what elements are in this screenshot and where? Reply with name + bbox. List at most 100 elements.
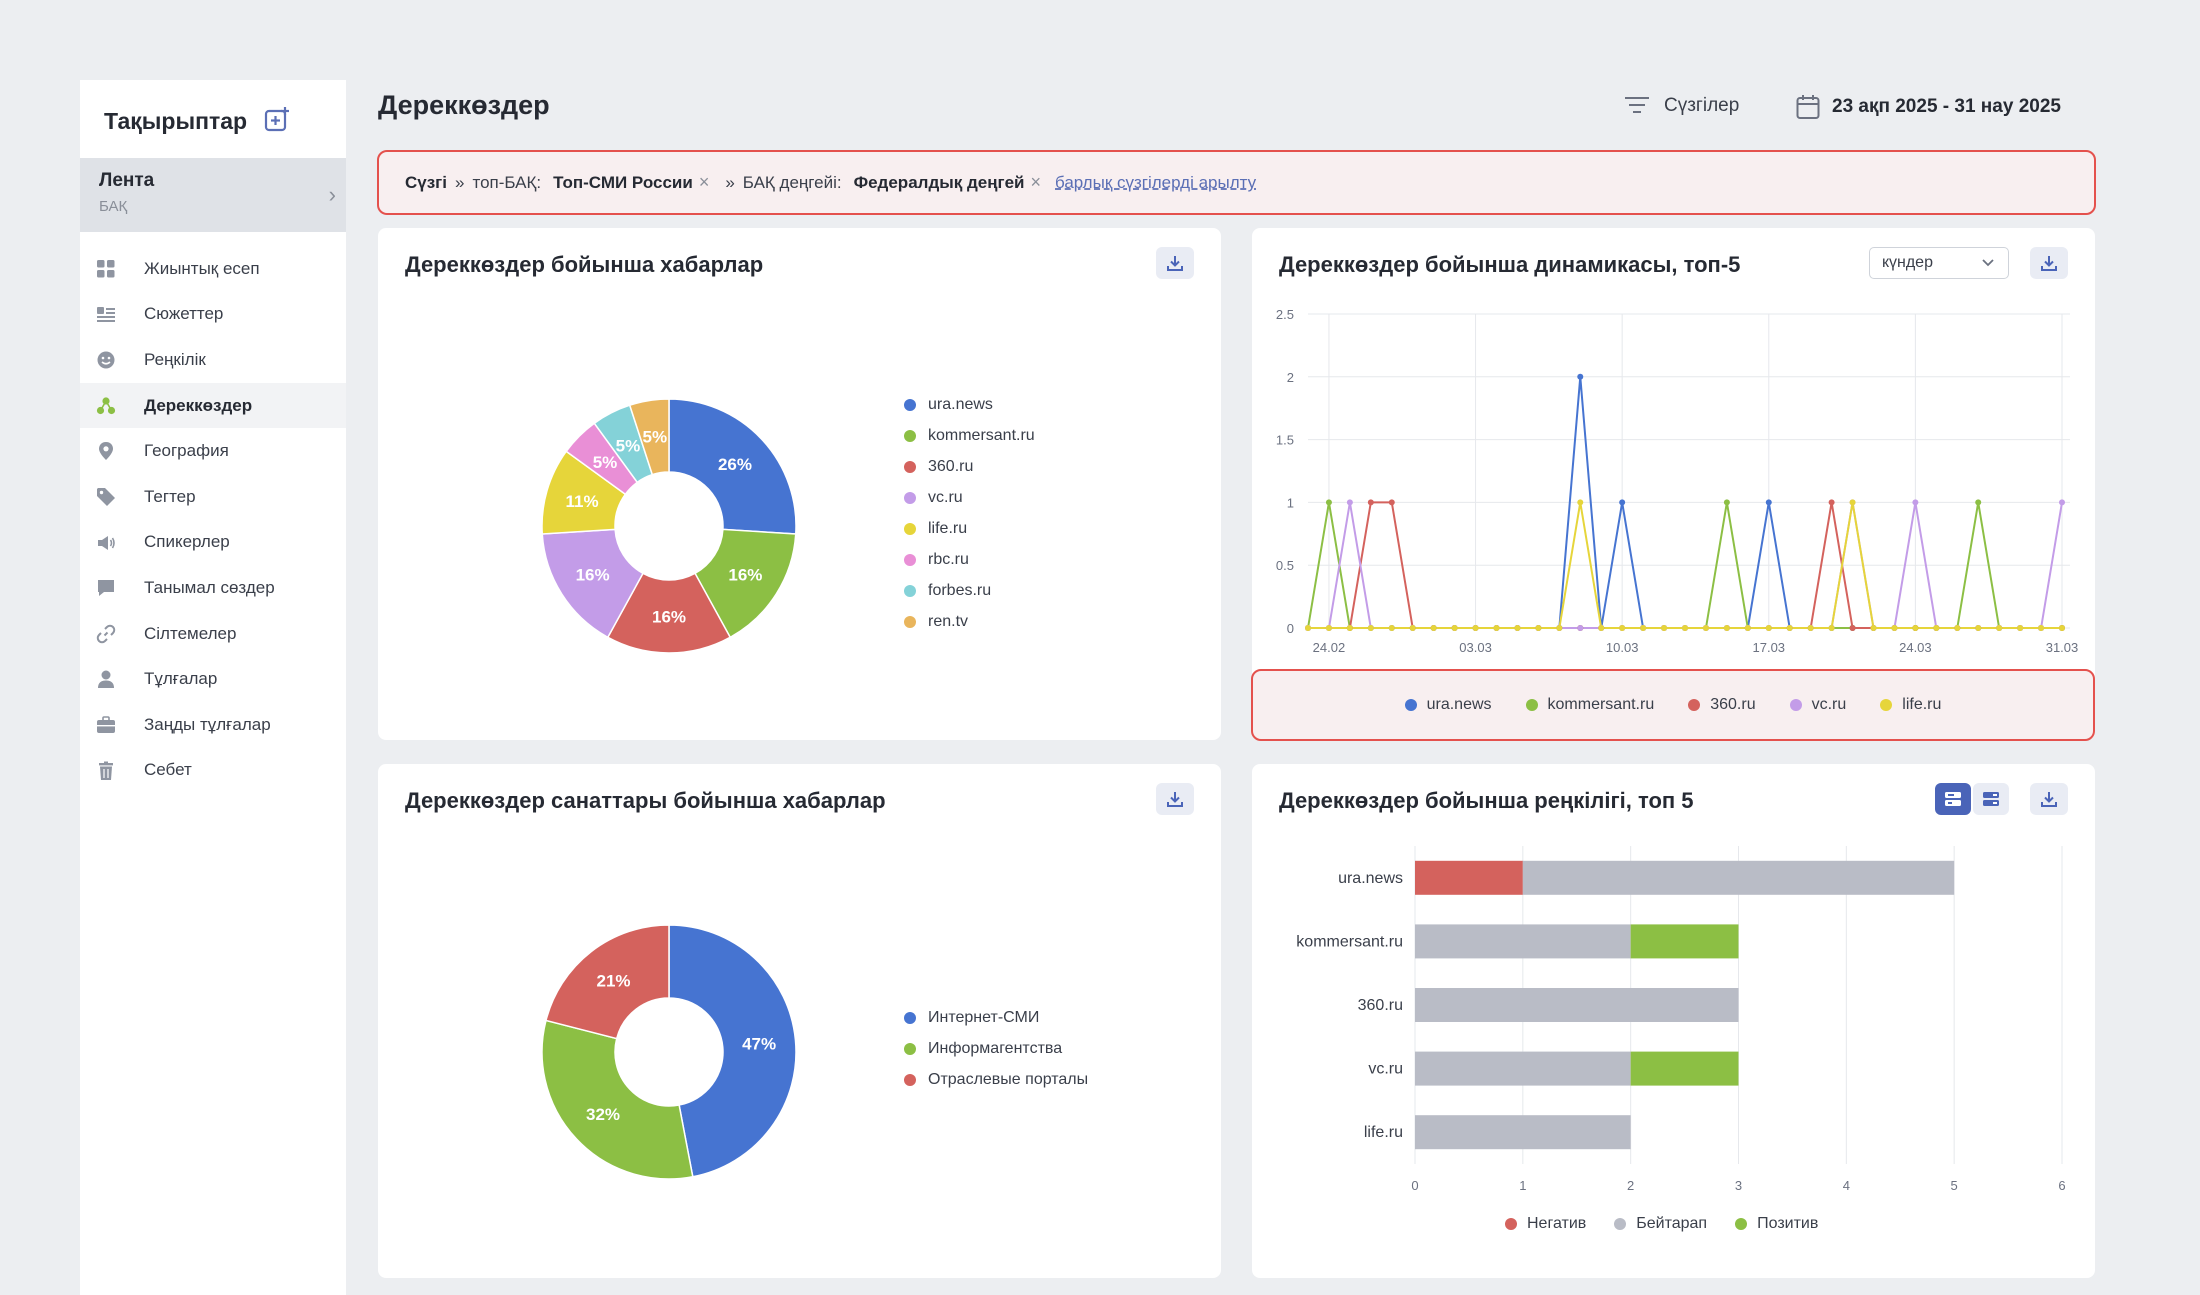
data-point[interactable]	[1996, 625, 2003, 631]
donut-slice-ren.tv[interactable]	[628, 398, 670, 476]
legend-item-forbes.ru[interactable]: forbes.ru	[904, 575, 1035, 606]
sidebar-item-summary[interactable]: Жиынтық есеп	[80, 246, 346, 292]
sidebar-item-speakers[interactable]: Спикерлер	[80, 520, 346, 566]
data-point[interactable]	[1577, 625, 1584, 631]
legend-item-vc.ru[interactable]: vc.ru	[1789, 696, 1846, 714]
data-point[interactable]	[1723, 625, 1730, 631]
data-point[interactable]	[2059, 499, 2065, 506]
bar-segment-Позитив[interactable]	[1630, 1051, 1739, 1086]
data-point[interactable]	[1849, 499, 1856, 506]
sidebar-item-sources[interactable]: Дереккөздер	[80, 382, 346, 429]
data-point[interactable]	[1891, 625, 1898, 631]
sidebar-item-links[interactable]: Сілтемелер	[80, 611, 346, 657]
data-point[interactable]	[1619, 625, 1626, 631]
data-point[interactable]	[1514, 625, 1521, 631]
data-point[interactable]	[1828, 625, 1835, 631]
data-point[interactable]	[1577, 499, 1584, 506]
granularity-select[interactable]: күндер	[1869, 247, 2009, 279]
bar-segment-Негатив[interactable]	[1415, 860, 1523, 895]
data-point[interactable]	[1367, 499, 1374, 506]
date-range-picker[interactable]: 23 ақп 2025 - 31 нау 2025	[1796, 94, 2061, 120]
data-point[interactable]	[1325, 499, 1332, 506]
data-point[interactable]	[1849, 625, 1856, 631]
data-point[interactable]	[1346, 499, 1353, 506]
data-point[interactable]	[1807, 625, 1814, 631]
data-point[interactable]	[1682, 625, 1688, 631]
data-point[interactable]	[1367, 625, 1374, 631]
legend-item-kommersant.ru[interactable]: kommersant.ru	[1525, 696, 1654, 714]
data-point[interactable]	[1598, 625, 1605, 631]
bar-segment-Бейтарап[interactable]	[1522, 860, 1955, 895]
data-point[interactable]	[1388, 499, 1395, 506]
data-point[interactable]	[1933, 625, 1940, 631]
remove-filter1-icon[interactable]: ×	[698, 172, 710, 192]
sidebar-item-legal-entities[interactable]: Заңды тұлғалар	[80, 702, 346, 748]
donut-slice-vc.ru[interactable]	[541, 528, 645, 639]
bar-segment-Позитив[interactable]	[1630, 924, 1739, 959]
download-button[interactable]	[2030, 783, 2068, 815]
remove-filter2-icon[interactable]: ×	[1030, 172, 1041, 192]
data-point[interactable]	[1765, 499, 1772, 506]
legend-item-kommersant.ru[interactable]: kommersant.ru	[904, 420, 1035, 451]
donut-slice-360.ru[interactable]	[606, 572, 732, 654]
data-point[interactable]	[1325, 625, 1332, 631]
bar-segment-Бейтарап[interactable]	[1415, 924, 1631, 959]
download-button[interactable]	[2030, 247, 2068, 279]
legend-item-Информагентства[interactable]: Информагентства	[904, 1033, 1088, 1064]
legend-item-Бейтарап[interactable]: Бейтарап	[1614, 1215, 1707, 1233]
data-point[interactable]	[2038, 625, 2045, 631]
legend-item-ura.news[interactable]: ura.news	[1404, 696, 1492, 714]
legend-item-360.ru[interactable]: 360.ru	[1688, 696, 1756, 714]
clear-all-filters-link[interactable]: барлық сүзгілерді арылту	[1055, 172, 1257, 192]
data-point[interactable]	[1346, 625, 1353, 631]
sidebar-item-tonality[interactable]: Реңкілік	[80, 337, 346, 383]
data-point[interactable]	[2017, 625, 2024, 631]
legend-item-vc.ru[interactable]: vc.ru	[904, 482, 1035, 513]
sidebar-item-stories[interactable]: Сюжеттер	[80, 292, 346, 338]
data-point[interactable]	[1912, 499, 1919, 506]
data-point[interactable]	[1786, 625, 1793, 631]
data-point[interactable]	[1954, 625, 1961, 631]
donut-slice-Информагентства[interactable]	[541, 1019, 694, 1180]
donut-slice-Интернет-СМИ[interactable]	[668, 924, 797, 1178]
data-point[interactable]	[1870, 625, 1877, 631]
bar-segment-Бейтарап[interactable]	[1415, 1115, 1631, 1150]
legend-item-ura.news[interactable]: ura.news	[904, 389, 1035, 420]
legend-item-360.ru[interactable]: 360.ru	[904, 451, 1035, 482]
legend-item-Интернет-СМИ[interactable]: Интернет-СМИ	[904, 1002, 1088, 1033]
data-point[interactable]	[1661, 625, 1668, 631]
donut-slice-Отраслевые порталы[interactable]	[545, 924, 670, 1040]
data-point[interactable]	[1975, 625, 1982, 631]
legend-item-ren.tv[interactable]: ren.tv	[904, 606, 1035, 637]
download-button[interactable]	[1156, 247, 1194, 279]
filters-button[interactable]: Сүзгілер	[1624, 95, 1739, 117]
sidebar-item-geography[interactable]: География	[80, 428, 346, 474]
legend-item-Позитив[interactable]: Позитив	[1735, 1215, 1818, 1233]
grouped-view-toggle[interactable]	[1973, 783, 2009, 815]
data-point[interactable]	[1702, 625, 1709, 631]
lenta-topic-item[interactable]: Лента БАҚ ›	[80, 158, 346, 232]
bar-segment-Бейтарап[interactable]	[1415, 1051, 1631, 1086]
data-point[interactable]	[1493, 625, 1500, 631]
data-point[interactable]	[1451, 625, 1458, 631]
data-point[interactable]	[1556, 625, 1563, 631]
legend-item-Негатив[interactable]: Негатив	[1505, 1215, 1586, 1233]
data-point[interactable]	[1744, 625, 1751, 631]
data-point[interactable]	[1765, 625, 1772, 631]
donut-slice-kommersant.ru[interactable]	[693, 528, 797, 639]
data-point[interactable]	[1912, 625, 1919, 631]
data-point[interactable]	[1828, 499, 1835, 506]
data-point[interactable]	[1409, 625, 1416, 631]
data-point[interactable]	[1640, 625, 1647, 631]
sidebar-item-persons[interactable]: Тұлғалар	[80, 656, 346, 702]
data-point[interactable]	[1472, 625, 1479, 631]
bar-segment-Бейтарап[interactable]	[1415, 988, 1739, 1022]
data-point[interactable]	[1619, 499, 1626, 506]
legend-item-rbc.ru[interactable]: rbc.ru	[904, 544, 1035, 575]
sidebar-item-popular-words[interactable]: Танымал сөздер	[80, 565, 346, 611]
data-point[interactable]	[1577, 373, 1584, 380]
legend-item-life.ru[interactable]: life.ru	[1880, 696, 1941, 714]
data-point[interactable]	[1535, 625, 1542, 631]
data-point[interactable]	[1975, 499, 1982, 506]
legend-item-life.ru[interactable]: life.ru	[904, 513, 1035, 544]
